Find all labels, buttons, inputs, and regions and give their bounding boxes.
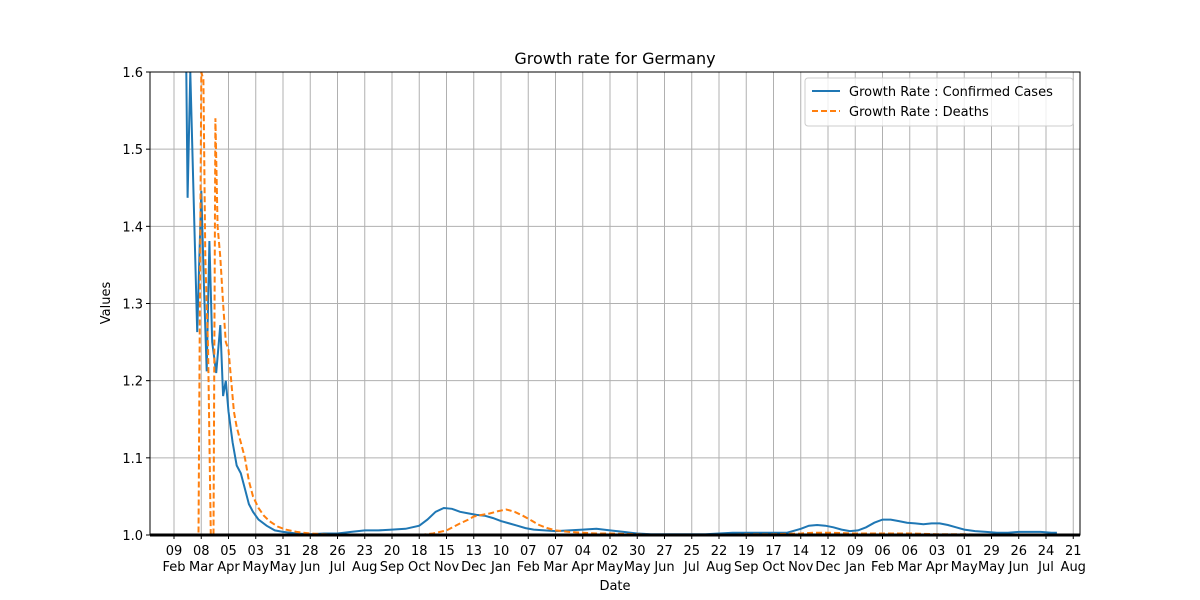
x-tick-day: 17 [765,544,782,559]
x-tick-day: 06 [874,544,891,559]
x-tick-month: Aug [706,560,731,575]
y-tick-label: 1.2 [122,375,143,390]
x-tick-month: Dec [815,560,840,575]
x-tick-day: 12 [820,544,837,559]
x-tick-month: Oct [408,560,430,575]
x-tick-month: May [242,560,269,575]
x-tick-day: 26 [1010,544,1027,559]
x-tick-day: 15 [438,544,455,559]
y-tick-label: 1.6 [122,66,143,81]
x-tick-day: 18 [411,544,428,559]
x-tick-day: 28 [302,544,319,559]
x-tick-month: Jun [1008,560,1029,575]
series-line-confirmed-cases [185,72,1057,535]
x-tick-month: May [978,560,1005,575]
x-tick-day: 03 [247,544,264,559]
x-tick-month: Jan [844,560,865,575]
x-tick-day: 06 [901,544,918,559]
x-tick-month: Nov [788,560,814,575]
series-line-deaths [174,72,1057,535]
x-tick-day: 27 [656,544,673,559]
x-tick-month: Jun [653,560,674,575]
x-tick-day: 08 [193,544,210,559]
x-tick-day: 31 [275,544,292,559]
y-tick-label: 1.1 [122,452,143,467]
x-axis-label: Date [599,579,630,594]
x-tick-month: Oct [762,560,784,575]
x-tick-day: 25 [683,544,700,559]
x-tick-month: Aug [352,560,377,575]
x-tick-month: Apr [926,560,949,575]
x-tick-day: 03 [929,544,946,559]
x-tick-day: 20 [384,544,401,559]
y-tick-label: 1.5 [122,143,143,158]
x-tick-month: Jan [490,560,511,575]
data-series [174,72,1057,535]
x-tick-day: 29 [983,544,1000,559]
x-tick-month: Feb [871,560,894,575]
x-tick-month: Nov [434,560,460,575]
x-tick-day: 14 [792,544,809,559]
x-axis-ticks: 09Feb08Mar05Apr03May31May28Jun26Jul23Aug… [162,535,1086,575]
x-tick-month: Aug [1061,560,1086,575]
legend-box [804,77,1074,127]
x-tick-day: 01 [956,544,973,559]
x-tick-day: 21 [1065,544,1082,559]
x-tick-day: 05 [220,544,237,559]
x-tick-month: Mar [897,560,922,575]
y-tick-label: 1.4 [122,220,143,235]
x-tick-month: Mar [189,560,214,575]
x-tick-month: Jul [683,560,700,575]
x-tick-month: Jul [1037,560,1054,575]
y-tick-label: 1.0 [122,529,143,544]
x-tick-day: 04 [574,544,591,559]
x-tick-day: 09 [847,544,864,559]
legend-label-deaths: Growth Rate : Deaths [849,105,989,120]
y-axis-ticks: 1.0 1.1 1.2 1.3 1.4 1.5 1.6 [122,66,150,544]
x-tick-day: 22 [711,544,728,559]
x-tick-day: 07 [520,544,537,559]
y-axis-label: Values [99,282,114,325]
x-tick-month: Jun [299,560,320,575]
x-tick-day: 09 [166,544,183,559]
x-tick-month: Mar [543,560,568,575]
x-tick-month: Sep [380,560,405,575]
legend-label-confirmed: Growth Rate : Confirmed Cases [849,85,1053,100]
x-tick-month: Apr [217,560,240,575]
x-tick-day: 19 [738,544,755,559]
x-tick-day: 10 [493,544,510,559]
x-tick-day: 23 [356,544,373,559]
chart-title: Growth rate for Germany [514,49,715,68]
chart-legend: Growth Rate : Confirmed Cases Growth Rat… [804,77,1074,127]
x-tick-day: 30 [629,544,646,559]
x-tick-month: Sep [734,560,759,575]
x-tick-month: May [597,560,624,575]
x-tick-month: Feb [162,560,185,575]
y-tick-label: 1.3 [122,298,143,313]
x-tick-month: Jul [329,560,346,575]
x-tick-day: 07 [547,544,564,559]
x-tick-month: Feb [517,560,540,575]
x-tick-month: Dec [461,560,486,575]
x-tick-month: May [951,560,978,575]
x-tick-day: 13 [465,544,482,559]
x-tick-month: Apr [572,560,595,575]
x-tick-day: 02 [602,544,619,559]
x-tick-day: 24 [1038,544,1055,559]
grid-lines [150,71,1080,536]
x-tick-month: May [624,560,651,575]
x-tick-month: May [270,560,297,575]
x-tick-day: 26 [329,544,346,559]
